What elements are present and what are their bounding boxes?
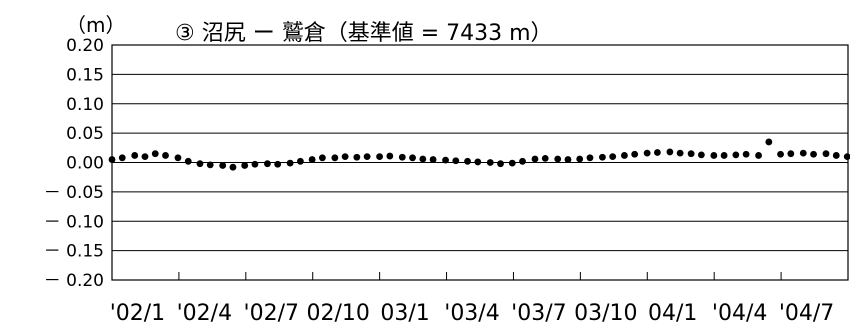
data-point xyxy=(264,160,271,168)
data-point xyxy=(486,159,494,166)
data-point xyxy=(609,153,617,161)
data-point xyxy=(118,154,126,162)
data-point xyxy=(308,156,316,163)
y-tick-label: － 0.20 xyxy=(44,271,104,291)
plot-frame xyxy=(111,44,849,281)
data-point xyxy=(331,154,339,162)
data-point xyxy=(296,157,304,165)
data-point xyxy=(386,152,394,160)
y-tick-label: － 0.15 xyxy=(44,242,104,262)
axes xyxy=(111,44,849,281)
data-point xyxy=(676,149,684,157)
data-point xyxy=(419,155,427,163)
data-point xyxy=(554,155,562,163)
data-point xyxy=(531,155,539,163)
y-tick-label: 0.00 xyxy=(66,154,104,174)
data-point xyxy=(141,153,149,161)
data-point xyxy=(474,158,482,166)
data-point xyxy=(599,153,606,161)
data-point xyxy=(497,160,504,168)
data-point xyxy=(777,150,784,158)
data-point xyxy=(219,162,227,169)
data-point xyxy=(353,153,361,161)
data-point xyxy=(376,153,383,161)
data-point xyxy=(251,160,259,168)
x-tick-label: '02/1 xyxy=(110,301,165,326)
chart-title: ③ 沼尻 ー 鷲倉（基準値 = 7433 m） xyxy=(175,21,553,46)
data-point xyxy=(732,151,740,159)
data-point xyxy=(519,157,526,165)
y-tick-label: － 0.10 xyxy=(44,212,104,232)
y-tick-label: 0.10 xyxy=(66,95,104,115)
data-point xyxy=(787,150,795,158)
data-point xyxy=(174,154,182,162)
data-point xyxy=(206,161,214,169)
x-tick-label: 03/1 xyxy=(380,301,429,326)
x-tick-label: '02/7 xyxy=(244,301,299,326)
y-tick-labels: 0.20 0.15 0.10 0.05 0.00 － 0.05 － 0.10 － 0.15 － … xyxy=(44,36,104,291)
data-point xyxy=(131,152,139,159)
data-point xyxy=(564,156,572,163)
x-tick-label: '02/4 xyxy=(177,301,232,326)
data-point xyxy=(621,152,628,159)
data-point xyxy=(541,154,549,162)
y-unit-label: （m） xyxy=(66,13,125,37)
y-tick-label: 0.20 xyxy=(66,36,104,56)
data-point xyxy=(318,154,326,162)
data-point xyxy=(229,163,237,171)
data-point xyxy=(843,153,850,161)
data-point xyxy=(363,153,371,161)
data-point xyxy=(755,152,762,159)
data-point xyxy=(697,151,705,159)
data-point xyxy=(576,155,584,163)
y-tick-label: － 0.05 xyxy=(44,183,104,203)
data-point xyxy=(241,162,249,169)
data-point xyxy=(742,150,750,158)
data-point xyxy=(508,159,516,167)
data-point xyxy=(274,160,282,168)
x-tick-labels: '02/1 '02/4 '02/7 02/10 03/1 '03/4 '03/7 03/10 0… xyxy=(110,272,834,326)
data-point xyxy=(409,154,416,162)
data-point xyxy=(832,152,840,159)
x-tick-label: '03/7 xyxy=(511,301,566,326)
data-point xyxy=(286,159,294,167)
y-tick-label: 0.15 xyxy=(66,65,104,85)
data-points xyxy=(108,138,850,171)
data-point xyxy=(586,154,594,162)
data-point xyxy=(810,150,817,158)
data-point xyxy=(765,138,773,146)
x-tick-label: 04/1 xyxy=(648,301,697,326)
y-tick-label: 0.05 xyxy=(66,124,104,144)
data-point xyxy=(429,156,437,163)
x-tick-label: 02/10 xyxy=(306,301,369,326)
data-point xyxy=(687,150,695,158)
data-point xyxy=(452,157,460,165)
x-tick-label: '04/4 xyxy=(712,301,767,326)
data-point xyxy=(631,150,639,158)
x-tick-label: 03/10 xyxy=(574,301,637,326)
data-point xyxy=(151,150,159,158)
data-point xyxy=(643,149,651,157)
data-point xyxy=(720,152,728,159)
data-point xyxy=(196,160,204,168)
data-point xyxy=(666,148,674,156)
data-point xyxy=(184,157,192,165)
data-point xyxy=(464,157,471,165)
x-tick-label: '04/7 xyxy=(779,301,834,326)
data-point xyxy=(822,150,830,158)
data-point xyxy=(442,156,449,164)
data-point xyxy=(341,153,349,161)
data-point xyxy=(799,149,807,157)
data-point xyxy=(398,153,406,161)
data-point xyxy=(162,152,169,159)
data-point xyxy=(710,152,718,159)
data-point xyxy=(654,149,661,156)
x-tick-label: '03/4 xyxy=(444,301,499,326)
